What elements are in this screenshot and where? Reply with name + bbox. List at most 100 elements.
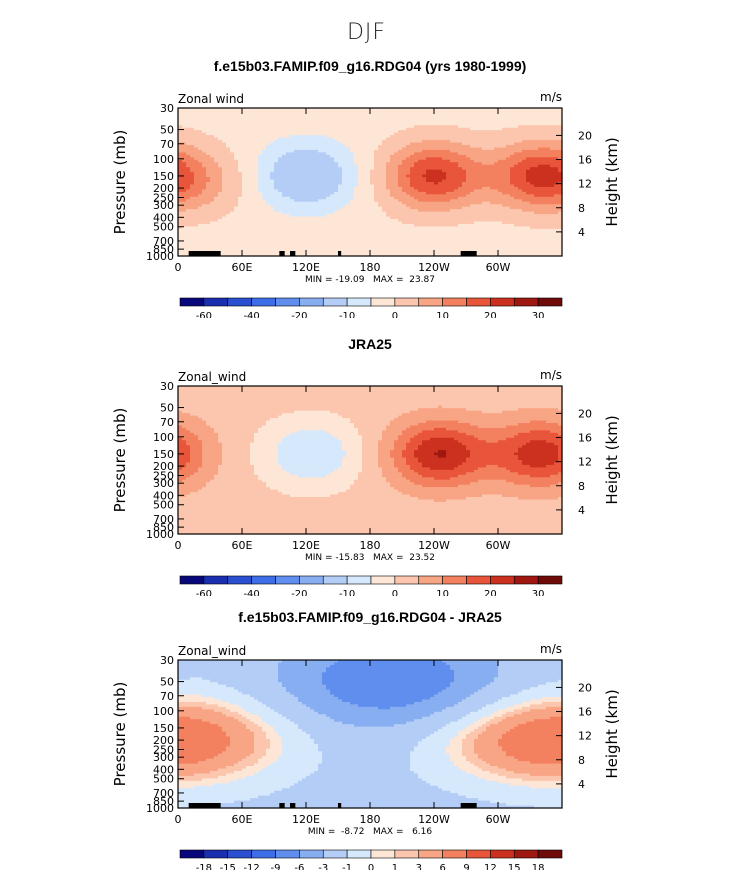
field-cell xyxy=(214,162,219,166)
field-cell xyxy=(346,228,351,232)
field-cell xyxy=(450,228,455,232)
field-cell xyxy=(306,117,311,121)
field-cell xyxy=(374,182,379,186)
field-cell xyxy=(262,137,267,141)
field-cell xyxy=(514,117,519,121)
field-cell xyxy=(498,125,503,129)
field-cell xyxy=(554,132,559,136)
field-cell xyxy=(346,179,351,183)
field-cell xyxy=(314,157,319,161)
field-cell xyxy=(558,145,563,149)
field-cell xyxy=(226,186,231,190)
field-cell xyxy=(538,159,543,163)
field-cell xyxy=(546,219,551,223)
field-cell xyxy=(430,154,435,158)
field-cell xyxy=(190,108,195,112)
field-cell xyxy=(374,191,379,195)
field-cell xyxy=(214,157,219,161)
field-cell xyxy=(410,112,415,116)
field-cell xyxy=(306,172,311,176)
field-cell xyxy=(334,206,339,210)
field-cell xyxy=(486,174,491,178)
field-cell xyxy=(486,152,491,156)
field-cell xyxy=(410,115,415,119)
field-cell xyxy=(198,162,203,166)
field-cell xyxy=(310,194,315,198)
field-cell xyxy=(474,221,479,225)
field-cell xyxy=(558,112,563,116)
field-cell xyxy=(274,228,279,232)
field-cell xyxy=(514,182,519,186)
field-cell xyxy=(318,172,323,176)
field-cell xyxy=(182,182,187,186)
field-cell xyxy=(466,142,471,146)
field-cell xyxy=(254,149,259,153)
field-cell xyxy=(482,127,487,131)
field-cell xyxy=(238,142,243,146)
field-cell xyxy=(538,127,543,131)
field-cell xyxy=(334,186,339,190)
field-cell xyxy=(550,164,555,168)
field-cell xyxy=(246,186,251,190)
field-cell xyxy=(402,226,407,230)
field-cell xyxy=(450,162,455,166)
field-cell xyxy=(366,164,371,168)
field-cell xyxy=(258,112,263,116)
field-cell xyxy=(430,142,435,146)
field-cell xyxy=(282,201,287,205)
field-cell xyxy=(274,132,279,136)
field-cell xyxy=(338,132,343,136)
field-cell xyxy=(426,214,431,218)
field-cell xyxy=(462,223,467,227)
field-cell xyxy=(446,231,451,235)
field-cell xyxy=(242,122,247,126)
field-cell xyxy=(486,191,491,195)
field-cell xyxy=(234,189,239,193)
field-cell xyxy=(502,127,507,131)
field-cell xyxy=(426,226,431,230)
field-cell xyxy=(270,226,275,230)
field-cell xyxy=(322,117,327,121)
field-cell xyxy=(382,117,387,121)
field-cell xyxy=(198,130,203,134)
field-cell xyxy=(442,172,447,176)
field-cell xyxy=(466,189,471,193)
field-cell xyxy=(482,132,487,136)
field-cell xyxy=(286,152,291,156)
field-cell xyxy=(406,157,411,161)
field-cell xyxy=(218,135,223,139)
field-cell xyxy=(350,228,355,232)
field-cell xyxy=(362,177,367,181)
field-cell xyxy=(302,127,307,131)
field-cell xyxy=(450,223,455,227)
field-cell xyxy=(406,179,411,183)
field-cell xyxy=(478,172,483,176)
field-cell xyxy=(462,184,467,188)
field-cell xyxy=(234,211,239,215)
field-cell xyxy=(186,125,191,129)
field-cell xyxy=(334,233,339,237)
field-cell xyxy=(310,219,315,223)
field-cell xyxy=(326,120,331,124)
field-cell xyxy=(526,172,531,176)
field-cell xyxy=(398,115,403,119)
field-cell xyxy=(202,199,207,203)
field-cell xyxy=(322,152,327,156)
field-cell xyxy=(294,137,299,141)
field-cell xyxy=(538,182,543,186)
field-cell xyxy=(378,172,383,176)
field-cell xyxy=(466,221,471,225)
field-cell xyxy=(310,140,315,144)
field-cell xyxy=(246,174,251,178)
field-cell xyxy=(458,172,463,176)
field-cell xyxy=(406,219,411,223)
field-cell xyxy=(490,233,495,237)
field-cell xyxy=(286,159,291,163)
field-cell xyxy=(222,125,227,129)
field-cell xyxy=(374,120,379,124)
field-cell xyxy=(190,135,195,139)
field-cell xyxy=(346,132,351,136)
field-cell xyxy=(198,179,203,183)
field-cell xyxy=(250,108,255,112)
field-cell xyxy=(294,209,299,213)
